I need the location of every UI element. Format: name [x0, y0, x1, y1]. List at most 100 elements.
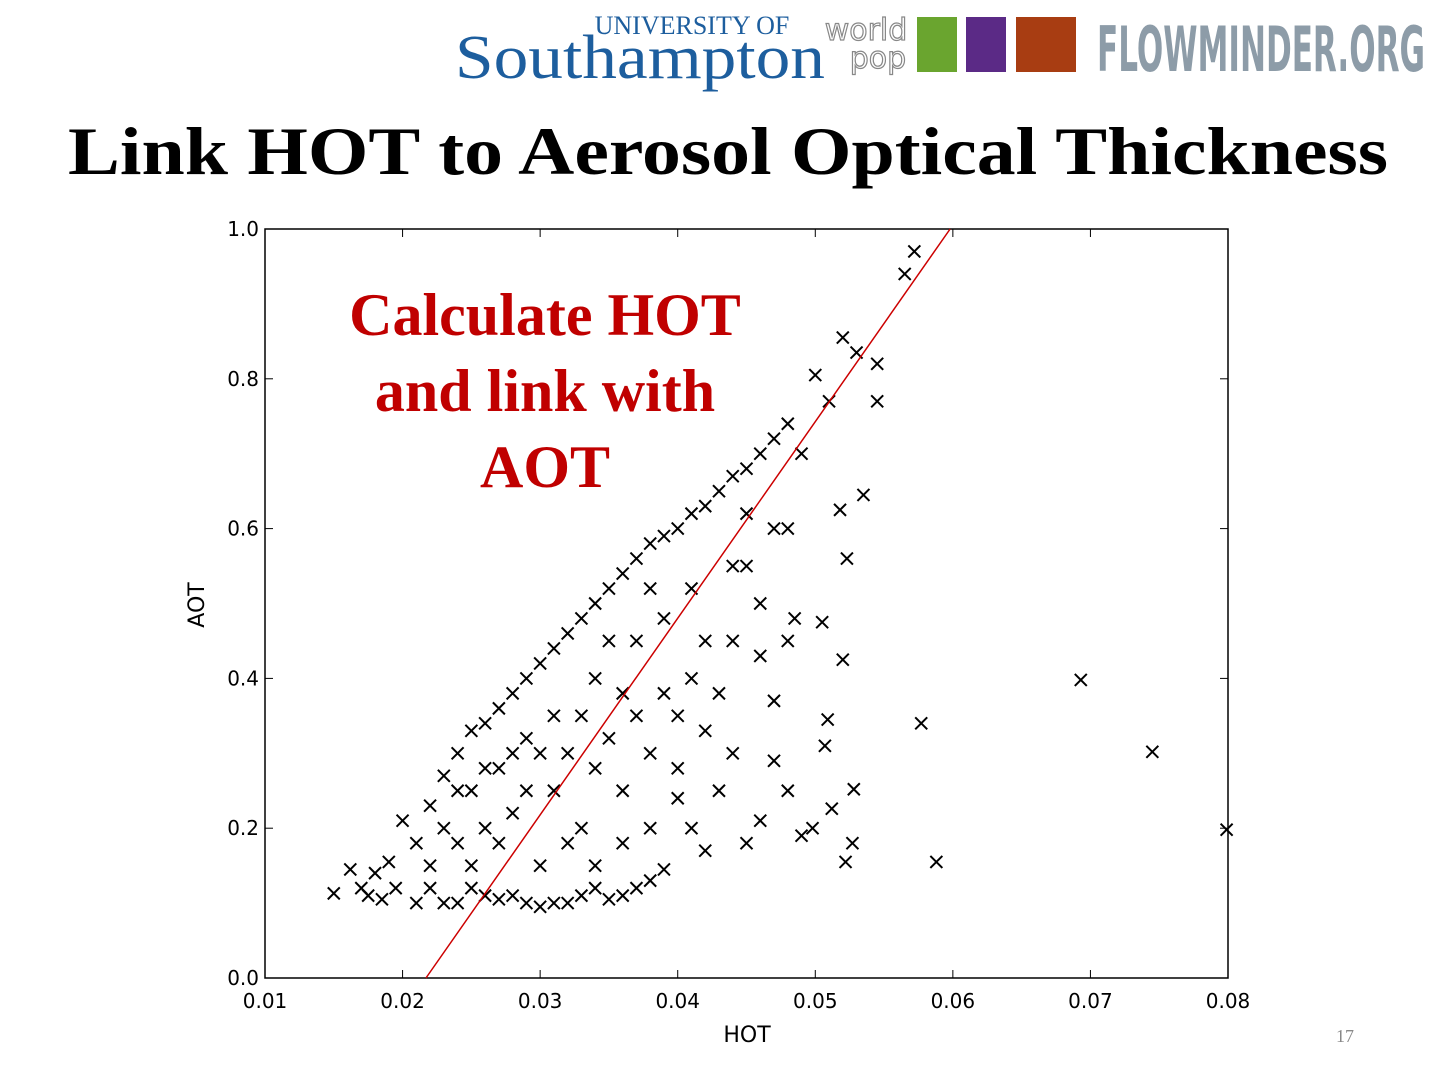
marker	[560, 836, 575, 850]
x-tick-label: 0.06	[931, 989, 976, 1013]
fit-line	[425, 228, 951, 979]
marker	[781, 417, 795, 431]
marker	[450, 746, 465, 761]
marker	[533, 858, 547, 873]
marker	[1219, 822, 1234, 837]
marker	[753, 446, 767, 461]
marker	[825, 802, 839, 816]
marker	[818, 739, 832, 753]
marker	[1145, 745, 1160, 759]
marker	[657, 686, 671, 701]
marker	[492, 836, 506, 850]
marker	[533, 746, 547, 761]
marker	[643, 873, 657, 888]
logo-box	[1016, 17, 1076, 72]
marker	[726, 634, 740, 648]
marker	[464, 724, 479, 738]
marker	[767, 754, 781, 768]
marker	[767, 694, 781, 708]
marker	[437, 769, 451, 783]
y-tick-label: 0.6	[227, 517, 259, 541]
marker	[505, 686, 520, 701]
marker	[574, 709, 589, 723]
marker	[838, 855, 853, 869]
logo-box	[966, 17, 1006, 72]
marker	[343, 862, 358, 877]
marker	[602, 892, 616, 907]
marker	[794, 828, 809, 843]
marker	[574, 611, 589, 626]
marker	[464, 881, 479, 895]
annotation: AOT	[480, 434, 610, 500]
marker	[753, 596, 767, 611]
marker	[739, 461, 754, 476]
marker	[726, 559, 740, 573]
marker	[574, 821, 589, 835]
y-tick-label: 0.8	[227, 367, 259, 391]
marker	[423, 858, 437, 873]
marker	[588, 858, 602, 873]
marker	[547, 784, 561, 798]
marker	[833, 503, 847, 517]
marker	[739, 559, 754, 573]
marker	[560, 626, 575, 641]
marker	[615, 686, 630, 701]
x-axis-label: HOT	[723, 1023, 771, 1048]
marker	[726, 469, 740, 483]
logo-text: pop	[850, 41, 906, 76]
marker	[505, 746, 520, 761]
marker	[602, 731, 616, 746]
marker	[753, 814, 767, 828]
marker	[574, 888, 589, 903]
marker	[698, 499, 712, 513]
marker	[368, 866, 382, 880]
x-tick-label: 0.02	[380, 989, 425, 1013]
marker	[643, 536, 657, 551]
marker	[382, 855, 396, 869]
annotation: Calculate HOT	[349, 282, 741, 348]
marker	[643, 581, 657, 596]
marker	[560, 746, 575, 761]
y-tick-label: 0.4	[227, 666, 259, 690]
marker	[615, 566, 630, 581]
marker	[657, 862, 671, 877]
marker	[856, 488, 871, 502]
page-number: 17	[1336, 1026, 1354, 1046]
marker	[361, 888, 375, 903]
marker	[671, 791, 685, 805]
marker	[808, 368, 822, 382]
marker	[787, 611, 802, 626]
marker	[519, 896, 534, 910]
marker	[602, 634, 616, 648]
marker	[629, 634, 644, 648]
marker	[519, 784, 534, 798]
marker	[505, 888, 520, 903]
logo-text: Southampton	[455, 24, 825, 92]
marker	[492, 761, 506, 775]
marker	[588, 761, 602, 775]
marker	[712, 686, 726, 701]
marker	[643, 746, 657, 761]
marker	[327, 886, 341, 901]
marker	[450, 784, 465, 798]
marker	[492, 892, 506, 907]
marker	[698, 724, 712, 738]
marker	[464, 858, 479, 873]
marker	[478, 716, 492, 731]
marker	[836, 652, 850, 667]
marker	[409, 836, 424, 850]
marker	[684, 671, 699, 686]
marker	[684, 506, 699, 521]
marker	[615, 888, 630, 903]
marker	[547, 709, 561, 723]
marker	[739, 506, 754, 521]
marker	[629, 709, 644, 723]
logo-text: FLOWMINDER.ORG	[1097, 13, 1425, 86]
marker	[870, 394, 884, 408]
marker	[588, 596, 602, 611]
marker	[929, 855, 944, 869]
marker	[840, 551, 854, 566]
plot-frame	[264, 228, 1229, 979]
marker	[519, 731, 534, 746]
